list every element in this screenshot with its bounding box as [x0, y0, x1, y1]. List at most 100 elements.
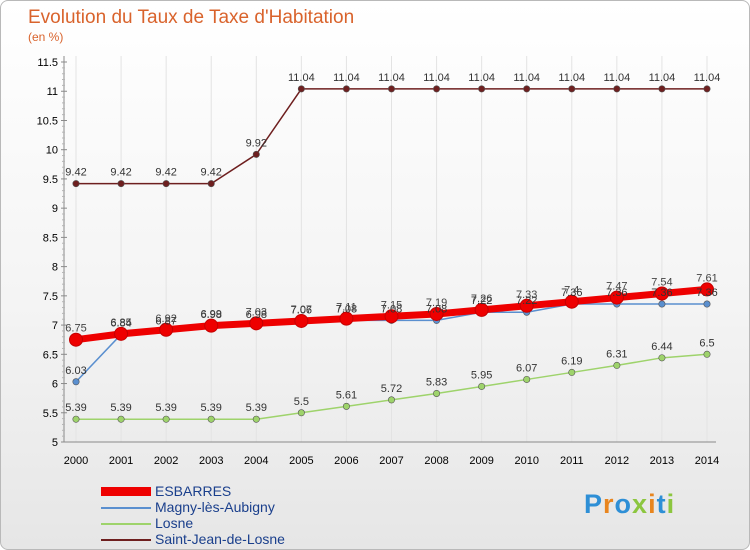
data-point-esbarres-2003 [204, 318, 219, 333]
data-label-saint-jean-de-losne-2006: 11.04 [333, 72, 360, 84]
data-label-saint-jean-de-losne-2011: 11.04 [558, 72, 585, 84]
logo-letter: i [666, 489, 676, 519]
data-point-esbarres-2008 [429, 306, 444, 321]
y-tick-label-1: 5.5 [43, 408, 58, 420]
data-point-saint-jean-de-losne-2002 [162, 180, 170, 188]
data-label-magny-l-s-aubigny-2001: 6.84 [110, 317, 131, 329]
data-label-losne-2010: 6.07 [516, 362, 537, 374]
data-label-magny-l-s-aubigny-2004: 6.98 [246, 309, 267, 321]
data-point-losne-2007 [387, 396, 395, 404]
data-point-esbarres-2002 [159, 322, 174, 337]
data-label-layer: 9.42 9.42 9.42 9.42 9.92 11.04 11.04 11.04 11.04… [65, 72, 720, 414]
data-label-magny-l-s-aubigny-2005: 7.06 [291, 305, 312, 317]
axis-layer: 5 5.5 6 6.5 7 7.5 8 8.5 9 9.5 10 10.5 11 11.5 2000 2001… [37, 56, 719, 467]
legend-label-esbarres: ESBARRES [155, 483, 232, 499]
data-label-esbarres-2000: 6.75 [65, 323, 86, 335]
legend-label-losne: Losne [155, 515, 194, 531]
data-point-saint-jean-de-losne-2006 [342, 85, 350, 93]
legend-swatch-saint-jean [101, 539, 151, 541]
data-label-losne-2003: 5.39 [201, 402, 222, 414]
data-label-esbarres-2003: 6.99 [201, 309, 222, 321]
data-point-esbarres-2009 [474, 302, 489, 317]
data-label-magny-l-s-aubigny-2011: 7.36 [561, 287, 582, 299]
data-label-saint-jean-de-losne-2014: 11.04 [694, 72, 721, 84]
y-tick-label-11: 10.5 [37, 115, 58, 127]
data-label-losne-2006: 5.61 [336, 389, 357, 401]
data-point-esbarres-2000 [69, 332, 83, 347]
y-tick-label-4: 7 [52, 320, 58, 332]
legend-swatch-esbarres [101, 487, 151, 496]
data-point-losne-2014 [703, 350, 711, 358]
data-label-magny-l-s-aubigny-2014: 7.36 [696, 287, 717, 299]
y-tick-label-13: 11.5 [37, 57, 58, 69]
data-label-losne-2005: 5.5 [294, 396, 309, 408]
x-tick-label-2005: 2005 [289, 455, 313, 467]
data-point-losne-2000 [72, 415, 80, 423]
data-point-esbarres-2001 [114, 326, 129, 341]
y-tick-label-12: 11 [47, 86, 58, 98]
y-tick-label-5: 7.5 [43, 291, 58, 303]
data-point-magny-l-s-aubigny-2013 [658, 300, 666, 308]
y-tick-label-0: 5 [52, 437, 58, 449]
logo-letter: i [648, 489, 657, 519]
x-tick-label-2013: 2013 [650, 455, 674, 467]
y-tick-label-10: 10 [46, 145, 58, 157]
data-label-losne-2002: 5.39 [155, 402, 176, 414]
data-label-magny-l-s-aubigny-2008: 7.08 [426, 303, 447, 315]
x-tick-label-2012: 2012 [605, 455, 629, 467]
data-point-saint-jean-de-losne-2013 [658, 85, 666, 93]
data-label-saint-jean-de-losne-2003: 9.42 [201, 167, 222, 179]
data-point-losne-2009 [478, 382, 486, 390]
data-point-losne-2006 [342, 402, 350, 410]
data-point-magny-l-s-aubigny-2000 [72, 378, 80, 386]
data-label-losne-2001: 5.39 [110, 402, 131, 414]
x-tick-label-2011: 2011 [560, 455, 584, 467]
data-point-esbarres-2007 [384, 309, 399, 324]
data-point-losne-2008 [433, 389, 441, 397]
data-point-esbarres-2004 [249, 316, 264, 331]
data-label-magny-l-s-aubigny-2013: 7.36 [651, 287, 672, 299]
data-label-esbarres-2001: 6.85 [110, 317, 131, 329]
data-label-saint-jean-de-losne-2001: 9.42 [110, 167, 131, 179]
data-label-saint-jean-de-losne-2002: 9.42 [155, 167, 176, 179]
data-label-losne-2004: 5.39 [246, 402, 267, 414]
data-point-losne-2010 [523, 375, 531, 383]
data-label-saint-jean-de-losne-2008: 11.04 [423, 72, 450, 84]
data-point-saint-jean-de-losne-2005 [297, 85, 305, 93]
grid-layer [75, 56, 708, 442]
data-point-esbarres-2014 [700, 282, 714, 297]
proxiti-logo: Proxiti [584, 489, 675, 520]
legend-label-saint-jean: Saint-Jean-de-Losne [155, 531, 285, 547]
data-label-saint-jean-de-losne-2013: 11.04 [649, 72, 676, 84]
data-label-losne-2014: 6.5 [699, 337, 714, 349]
data-point-magny-l-s-aubigny-2014 [703, 300, 711, 308]
data-label-saint-jean-de-losne-2009: 11.04 [468, 72, 495, 84]
x-tick-label-2010: 2010 [514, 455, 538, 467]
data-point-saint-jean-de-losne-2011 [568, 85, 576, 93]
logo-letter: r [603, 489, 615, 519]
data-label-losne-2009: 5.95 [471, 369, 492, 381]
x-tick-label-2007: 2007 [379, 455, 403, 467]
logo-letter: P [584, 489, 604, 519]
data-point-losne-2013 [658, 354, 666, 362]
x-tick-label-2014: 2014 [695, 455, 719, 467]
data-point-esbarres-2005 [294, 313, 309, 328]
data-point-esbarres-2011 [564, 294, 579, 309]
logo-letter: x [632, 489, 649, 519]
data-label-esbarres-2009: 7.26 [471, 293, 492, 305]
data-label-magny-l-s-aubigny-2002: 6.87 [155, 316, 176, 328]
data-point-saint-jean-de-losne-2009 [478, 85, 486, 93]
data-point-losne-2011 [568, 368, 576, 376]
x-tick-label-2004: 2004 [244, 455, 268, 467]
data-point-saint-jean-de-losne-2003 [207, 180, 215, 188]
logo-letter: t [656, 489, 667, 519]
legend-swatch-magny [101, 507, 151, 509]
data-label-saint-jean-de-losne-2005: 11.04 [288, 72, 315, 84]
chart-title: Evolution du Taux de Taxe d'Habitation [28, 7, 355, 28]
data-label-magny-l-s-aubigny-2006: 7.08 [336, 303, 357, 315]
data-point-losne-2012 [613, 361, 621, 369]
data-point-esbarres-2006 [339, 311, 354, 326]
data-point-losne-2001 [117, 415, 125, 423]
y-tick-label-6: 8 [52, 262, 58, 274]
